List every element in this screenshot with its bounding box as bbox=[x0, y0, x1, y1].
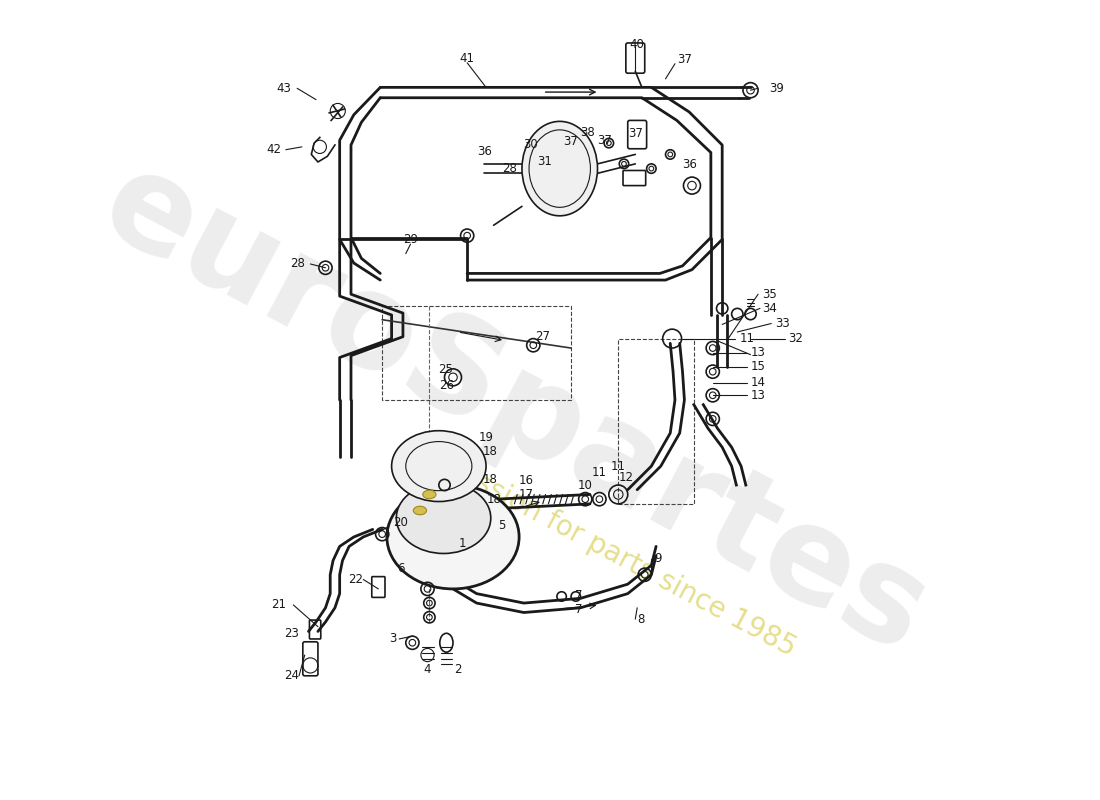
Text: 4: 4 bbox=[424, 662, 431, 676]
Text: 36: 36 bbox=[476, 145, 492, 158]
Text: 37: 37 bbox=[597, 134, 613, 146]
Text: 16: 16 bbox=[518, 474, 534, 486]
Text: 32: 32 bbox=[789, 332, 803, 345]
Text: 7: 7 bbox=[575, 603, 582, 616]
Ellipse shape bbox=[414, 506, 427, 514]
Text: 7: 7 bbox=[575, 589, 582, 602]
Text: 14: 14 bbox=[750, 377, 766, 390]
Text: 21: 21 bbox=[271, 598, 286, 611]
Ellipse shape bbox=[387, 485, 519, 589]
Text: 42: 42 bbox=[266, 143, 280, 156]
Text: 11: 11 bbox=[592, 466, 607, 479]
Text: 28: 28 bbox=[503, 162, 517, 175]
Ellipse shape bbox=[522, 122, 597, 216]
Text: 6: 6 bbox=[397, 562, 405, 574]
Text: 34: 34 bbox=[762, 302, 777, 315]
Text: 33: 33 bbox=[776, 317, 790, 330]
Text: 18: 18 bbox=[483, 473, 497, 486]
Text: 8: 8 bbox=[637, 613, 645, 626]
Text: 9: 9 bbox=[654, 552, 662, 565]
Text: 11: 11 bbox=[739, 332, 755, 345]
Text: 25: 25 bbox=[438, 363, 453, 376]
Text: 13: 13 bbox=[750, 346, 766, 359]
Text: 23: 23 bbox=[284, 626, 299, 640]
Text: 40: 40 bbox=[629, 38, 645, 51]
Text: 10: 10 bbox=[578, 478, 593, 491]
Text: 18: 18 bbox=[486, 493, 502, 506]
Ellipse shape bbox=[396, 482, 491, 554]
Text: 19: 19 bbox=[478, 431, 494, 444]
Text: euroSpartes: euroSpartes bbox=[81, 139, 948, 680]
Text: 26: 26 bbox=[439, 379, 454, 392]
Text: 37: 37 bbox=[676, 54, 692, 66]
Text: 29: 29 bbox=[403, 233, 418, 246]
Text: 20: 20 bbox=[394, 516, 408, 530]
Ellipse shape bbox=[422, 490, 436, 498]
Text: 27: 27 bbox=[536, 330, 550, 343]
Text: 22: 22 bbox=[349, 573, 363, 586]
Text: 39: 39 bbox=[769, 82, 784, 95]
Text: a passion for parts since 1985: a passion for parts since 1985 bbox=[417, 440, 801, 662]
Text: 17: 17 bbox=[518, 488, 534, 501]
Text: 43: 43 bbox=[276, 82, 292, 95]
Text: 2: 2 bbox=[454, 662, 462, 676]
Text: 11: 11 bbox=[610, 460, 626, 473]
Text: 15: 15 bbox=[750, 361, 766, 374]
Text: 12: 12 bbox=[618, 471, 634, 484]
Ellipse shape bbox=[392, 430, 486, 502]
Text: 18: 18 bbox=[483, 446, 497, 458]
Text: 24: 24 bbox=[284, 670, 299, 682]
Text: 3: 3 bbox=[389, 633, 396, 646]
Text: 1: 1 bbox=[459, 537, 466, 550]
Text: 30: 30 bbox=[524, 138, 538, 151]
Text: 36: 36 bbox=[682, 158, 697, 171]
Text: 28: 28 bbox=[289, 258, 305, 270]
Text: 37: 37 bbox=[563, 134, 579, 148]
Text: 37: 37 bbox=[628, 127, 642, 140]
Text: 35: 35 bbox=[762, 288, 777, 301]
Text: 38: 38 bbox=[580, 126, 594, 139]
Text: 5: 5 bbox=[498, 519, 506, 532]
Text: 31: 31 bbox=[537, 155, 552, 169]
Text: 13: 13 bbox=[750, 389, 766, 402]
Text: 41: 41 bbox=[460, 51, 475, 65]
